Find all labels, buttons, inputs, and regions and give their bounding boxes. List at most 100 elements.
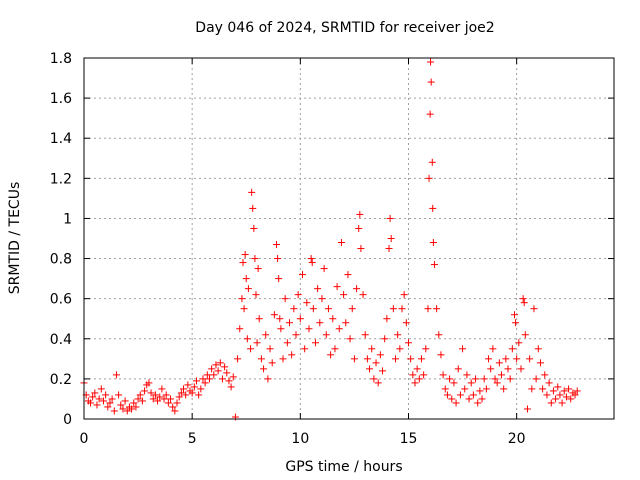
data-point	[275, 275, 283, 283]
data-point	[199, 375, 207, 383]
data-point	[404, 339, 412, 347]
data-point	[151, 391, 159, 399]
data-point	[227, 383, 235, 391]
data-point	[130, 399, 138, 407]
data-point	[368, 345, 376, 353]
data-point	[251, 255, 259, 263]
data-point	[363, 355, 371, 363]
data-point	[361, 331, 369, 339]
data-point	[469, 391, 477, 399]
data-point	[573, 387, 581, 395]
data-point	[465, 395, 473, 403]
data-point	[335, 325, 343, 333]
data-point	[164, 399, 172, 407]
data-point	[506, 375, 514, 383]
data-point	[549, 387, 557, 395]
data-point	[411, 379, 419, 387]
data-point	[311, 339, 319, 347]
data-point	[212, 361, 220, 369]
data-point	[530, 305, 538, 313]
data-point	[249, 204, 257, 212]
data-point	[192, 377, 200, 385]
data-point	[554, 383, 562, 391]
data-point	[229, 373, 237, 381]
data-point	[427, 78, 435, 86]
data-point	[427, 58, 435, 66]
data-point	[374, 379, 382, 387]
data-point	[534, 345, 542, 353]
data-point	[552, 395, 560, 403]
data-point	[344, 271, 352, 279]
data-point	[439, 371, 447, 379]
data-point	[487, 365, 495, 373]
data-point	[446, 375, 454, 383]
data-point	[270, 311, 278, 319]
data-point	[243, 335, 251, 343]
data-point	[123, 407, 131, 415]
data-point	[430, 261, 438, 269]
data-point	[504, 365, 512, 373]
data-point	[171, 407, 179, 415]
data-point	[303, 299, 311, 307]
data-point	[386, 214, 394, 222]
data-point	[366, 365, 374, 373]
data-point	[112, 371, 120, 379]
data-point	[478, 395, 486, 403]
data-point	[223, 369, 231, 377]
data-point	[459, 345, 467, 353]
data-point	[420, 371, 428, 379]
data-point	[472, 375, 480, 383]
data-point	[461, 385, 469, 393]
data-point	[560, 387, 568, 395]
data-point	[301, 345, 309, 353]
data-point	[290, 305, 298, 313]
data-point	[342, 319, 350, 327]
data-point	[422, 345, 430, 353]
data-point	[205, 375, 213, 383]
data-point	[392, 355, 400, 363]
data-point	[173, 399, 181, 407]
y-tick-label: 0.2	[50, 372, 72, 388]
data-point	[214, 367, 222, 375]
data-point	[355, 224, 363, 232]
data-point	[454, 365, 462, 373]
data-point	[356, 210, 364, 218]
data-point	[523, 405, 531, 413]
data-point	[337, 239, 345, 247]
x-tick-label: 20	[508, 431, 526, 447]
data-point	[536, 359, 544, 367]
data-point	[324, 305, 332, 313]
data-point	[441, 385, 449, 393]
data-point	[413, 365, 421, 373]
data-point	[273, 241, 281, 249]
data-point	[296, 315, 304, 323]
data-point	[136, 391, 144, 399]
data-point	[372, 359, 380, 367]
data-point	[121, 397, 129, 405]
data-point	[253, 339, 261, 347]
data-point	[195, 391, 203, 399]
data-point	[331, 345, 339, 353]
data-point	[254, 265, 262, 273]
data-point	[93, 401, 101, 409]
data-point	[571, 391, 579, 399]
data-point	[218, 375, 226, 383]
data-point	[346, 335, 354, 343]
data-point	[221, 363, 229, 371]
data-point	[482, 385, 490, 393]
y-tick-label: 0.4	[50, 332, 72, 348]
data-point	[106, 399, 114, 407]
data-point	[491, 375, 499, 383]
data-point	[255, 315, 263, 323]
data-point	[203, 371, 211, 379]
data-point	[394, 331, 402, 339]
data-point	[283, 339, 291, 347]
data-point	[512, 319, 520, 327]
data-point	[117, 401, 125, 409]
data-point	[305, 325, 313, 333]
data-point	[415, 375, 423, 383]
data-point	[517, 365, 525, 373]
data-point	[167, 395, 175, 403]
data-point	[480, 375, 488, 383]
data-point	[500, 385, 508, 393]
